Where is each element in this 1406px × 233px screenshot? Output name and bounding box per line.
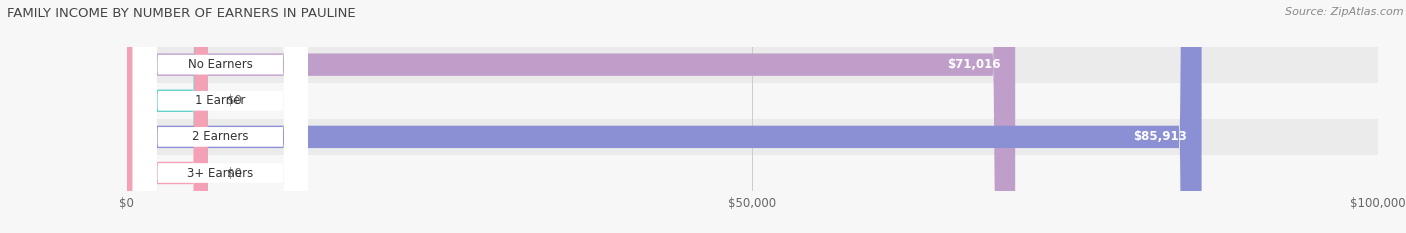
FancyBboxPatch shape — [127, 0, 208, 233]
Text: 2 Earners: 2 Earners — [193, 130, 249, 143]
FancyBboxPatch shape — [127, 155, 1378, 191]
FancyBboxPatch shape — [127, 0, 208, 233]
Text: $0: $0 — [226, 94, 242, 107]
FancyBboxPatch shape — [132, 0, 308, 233]
Text: No Earners: No Earners — [188, 58, 253, 71]
FancyBboxPatch shape — [127, 47, 1378, 83]
Text: Source: ZipAtlas.com: Source: ZipAtlas.com — [1285, 7, 1403, 17]
Text: FAMILY INCOME BY NUMBER OF EARNERS IN PAULINE: FAMILY INCOME BY NUMBER OF EARNERS IN PA… — [7, 7, 356, 20]
FancyBboxPatch shape — [127, 83, 1378, 119]
Text: $0: $0 — [226, 167, 242, 179]
Text: 3+ Earners: 3+ Earners — [187, 167, 253, 179]
Text: $71,016: $71,016 — [946, 58, 1000, 71]
FancyBboxPatch shape — [127, 0, 1015, 233]
Text: 1 Earner: 1 Earner — [195, 94, 246, 107]
Text: $85,913: $85,913 — [1133, 130, 1187, 143]
FancyBboxPatch shape — [132, 0, 308, 233]
FancyBboxPatch shape — [132, 0, 308, 233]
FancyBboxPatch shape — [127, 119, 1378, 155]
FancyBboxPatch shape — [127, 0, 1202, 233]
FancyBboxPatch shape — [132, 0, 308, 233]
